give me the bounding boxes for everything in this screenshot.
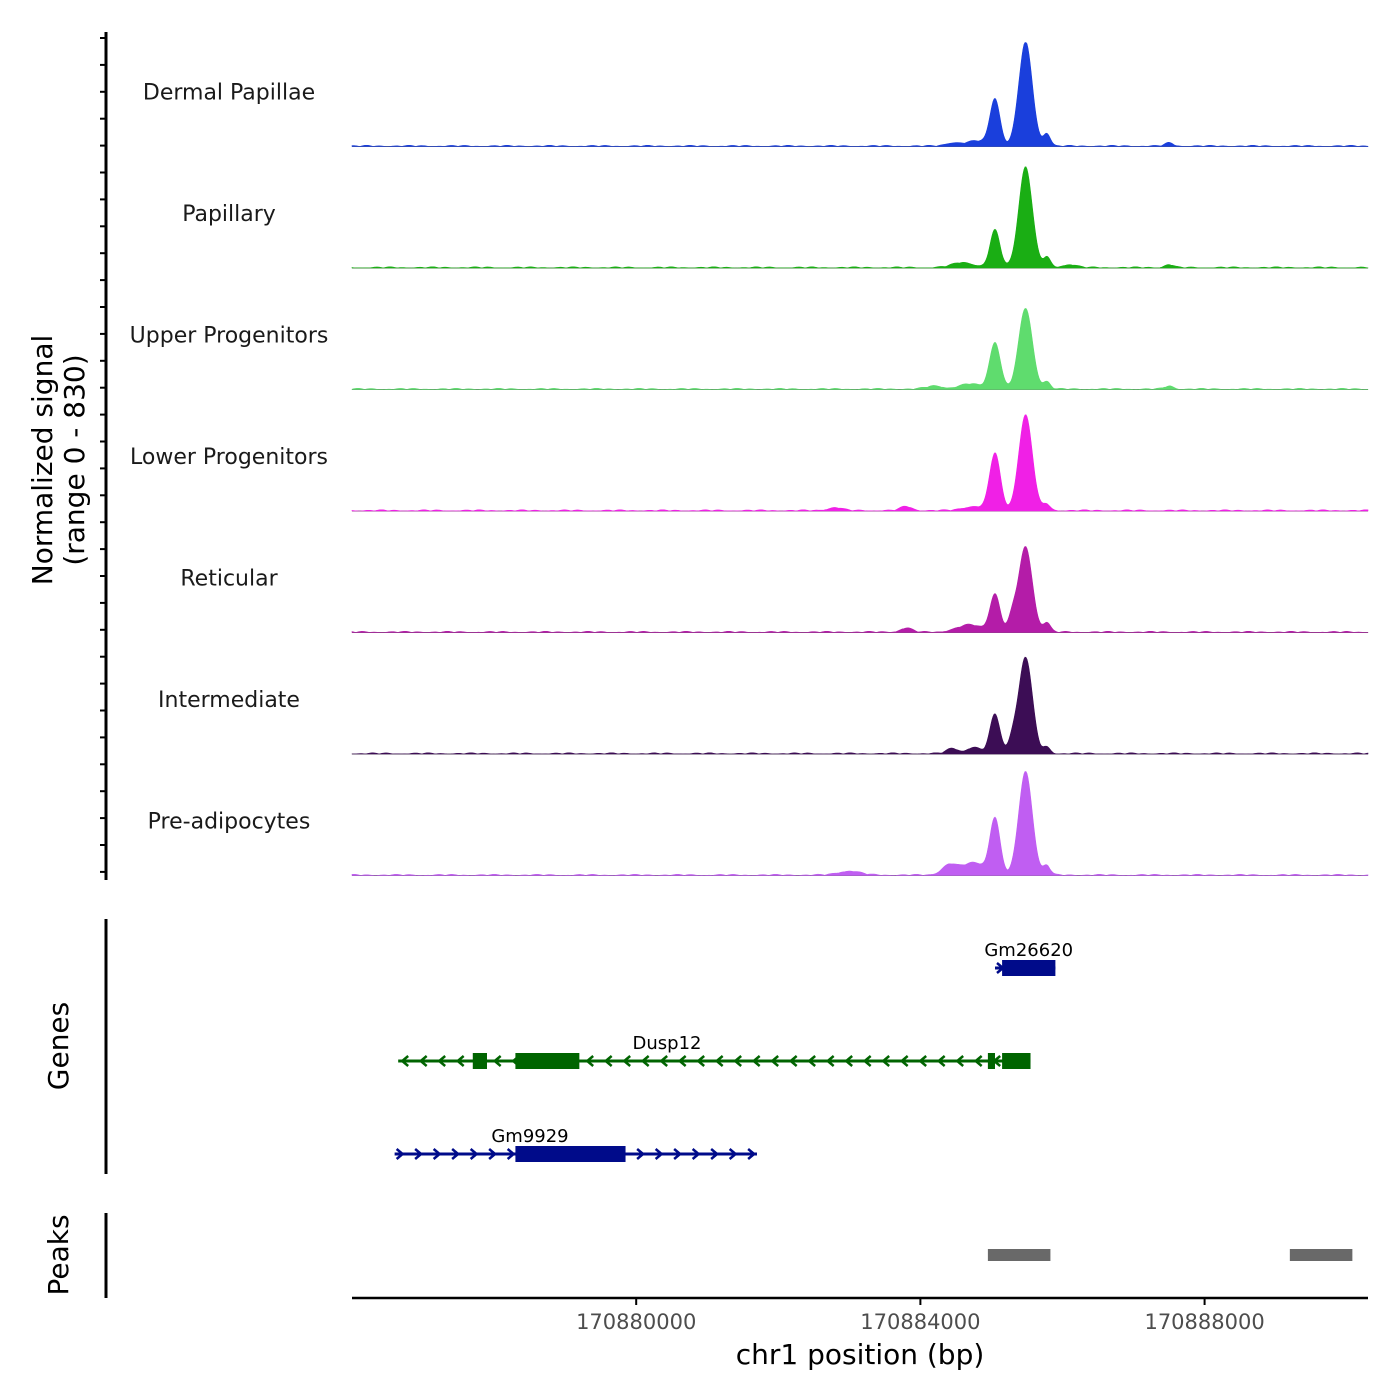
x-axis-ticks: 170880000 170884000 170888000 [576, 1298, 1265, 1334]
gene-label: Gm9929 [491, 1126, 568, 1147]
strand-arrow [788, 1055, 798, 1067]
strand-arrow [691, 1148, 701, 1160]
peak-region [1289, 1249, 1353, 1261]
gene-exon [1002, 1053, 1031, 1069]
signal-track: Intermediate [158, 656, 1369, 755]
gene-label: Gm26620 [984, 940, 1073, 961]
strand-arrow [622, 1055, 631, 1067]
x-tick-label: 170888000 [1144, 1310, 1264, 1334]
strand-arrow [825, 1055, 835, 1067]
signal-track: Upper Progenitors [130, 308, 1369, 390]
strand-arrow [455, 1055, 465, 1067]
gene-exon [472, 1053, 487, 1069]
gene-annotations: Gm26620 Dusp12 Gm9929 [394, 940, 1073, 1162]
strand-arrow [400, 1055, 409, 1067]
track-label: Upper Progenitors [130, 324, 329, 349]
signal-axis-label-line1: Normalized signal [26, 335, 59, 586]
track-signal-area [351, 308, 1369, 390]
signal-axis [100, 32, 108, 880]
track-label: Reticular [180, 567, 278, 592]
strand-arrow [506, 1148, 516, 1160]
strand-arrow [488, 1148, 498, 1160]
gene: Dusp12 [398, 1033, 1031, 1069]
strand-arrow [437, 1055, 446, 1067]
strand-arrow [603, 1055, 613, 1067]
track-label: Intermediate [158, 688, 300, 713]
strand-arrow [636, 1148, 646, 1160]
strand-arrow [728, 1148, 738, 1160]
strand-arrow [733, 1055, 742, 1067]
signal-track: Papillary [182, 166, 1369, 269]
track-signal-area [351, 42, 1369, 147]
track-label: Lower Progenitors [130, 445, 328, 470]
gene-exon [515, 1146, 626, 1162]
strand-arrow [973, 1055, 983, 1067]
strand-arrow [918, 1055, 927, 1067]
track-label: Dermal Papillae [143, 81, 315, 106]
gene-exon [515, 1053, 580, 1069]
peak-regions [987, 1249, 1353, 1261]
gene: Gm9929 [394, 1126, 757, 1162]
strand-arrow [640, 1055, 650, 1067]
strand-arrow [770, 1055, 779, 1067]
gene-exon [987, 1053, 995, 1069]
signal-axis-label-line2: (range 0 - 830) [58, 354, 91, 565]
strand-arrow [844, 1055, 853, 1067]
track-signal-area [351, 414, 1369, 512]
gene: Gm26620 [984, 940, 1073, 976]
signal-track: Reticular [180, 546, 1369, 633]
peaks-axis-label: Peaks [42, 1214, 75, 1295]
strand-arrow [714, 1055, 724, 1067]
x-axis-label: chr1 position (bp) [736, 1338, 985, 1371]
x-tick-label: 170884000 [860, 1310, 980, 1334]
peak-region [987, 1249, 1051, 1261]
strand-arrow [432, 1148, 442, 1160]
genes-axis-label: Genes [42, 1002, 75, 1090]
strand-arrow [659, 1055, 668, 1067]
gene-exon [1002, 960, 1056, 976]
strand-arrow [451, 1148, 461, 1160]
strand-arrow [710, 1148, 720, 1160]
strand-arrow [585, 1055, 594, 1067]
strand-arrow [955, 1055, 964, 1067]
track-label: Papillary [182, 202, 276, 227]
strand-arrow [395, 1148, 405, 1160]
strand-arrow [751, 1055, 761, 1067]
signal-track: Pre-adipocytes [148, 771, 1369, 876]
signal-tracks: Dermal Papillae Papillary Upper Progenitor… [130, 42, 1369, 876]
strand-arrow [418, 1055, 428, 1067]
strand-arrow [673, 1148, 683, 1160]
strand-arrow [469, 1148, 479, 1160]
strand-arrow [414, 1148, 424, 1160]
strand-arrow [899, 1055, 909, 1067]
track-label: Pre-adipocytes [148, 810, 311, 835]
track-signal-area [351, 771, 1369, 876]
strand-arrow [747, 1148, 757, 1160]
signal-track: Dermal Papillae [143, 42, 1369, 147]
strand-arrow [862, 1055, 872, 1067]
strand-arrow [696, 1055, 705, 1067]
track-signal-area [351, 656, 1369, 755]
gene-label: Dusp12 [633, 1033, 702, 1054]
strand-arrow [881, 1055, 890, 1067]
track-signal-area [351, 166, 1369, 269]
x-tick-label: 170880000 [576, 1310, 696, 1334]
signal-track: Lower Progenitors [130, 414, 1369, 512]
strand-arrow [936, 1055, 946, 1067]
strand-arrow [492, 1055, 502, 1067]
strand-arrow [654, 1148, 664, 1160]
strand-arrow [677, 1055, 687, 1067]
strand-arrow [807, 1055, 816, 1067]
track-signal-area [351, 546, 1369, 633]
